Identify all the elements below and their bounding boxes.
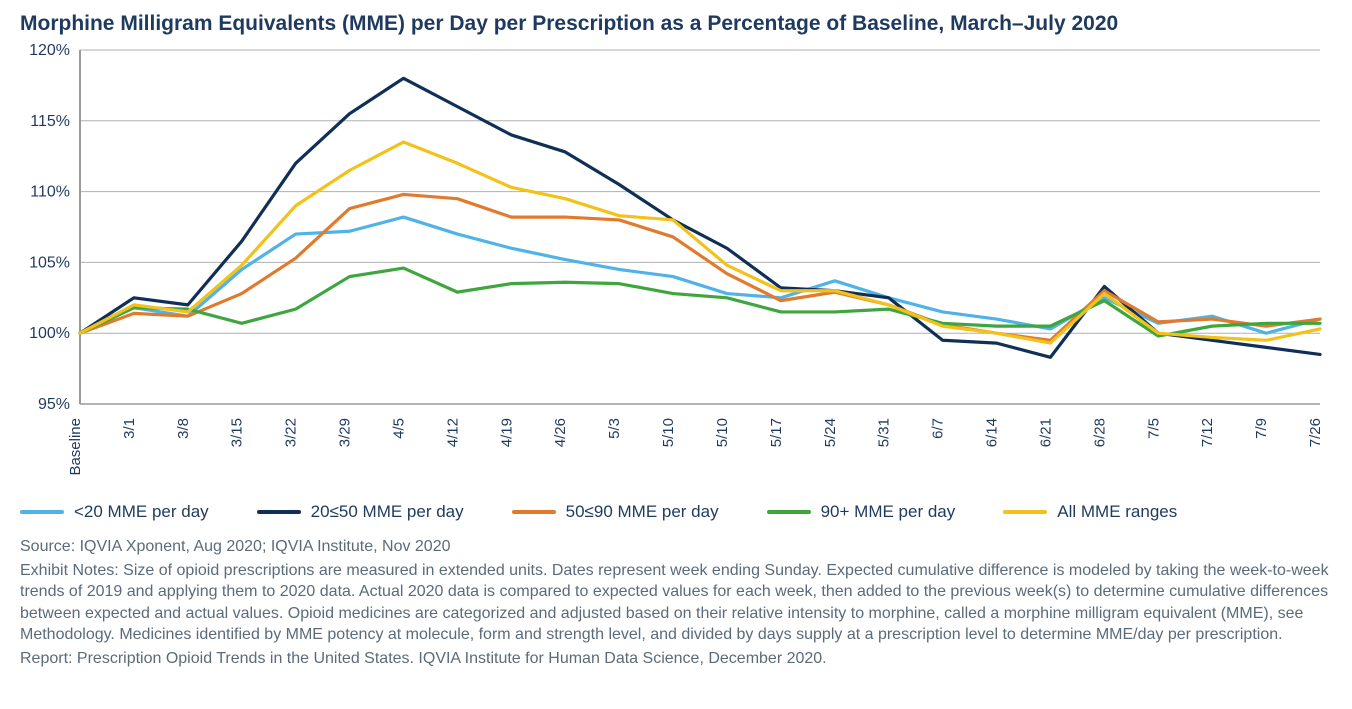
x-axis-tick: 5/3 bbox=[606, 418, 623, 439]
x-axis-tick: 6/28 bbox=[1091, 418, 1108, 447]
legend-item: 50≤90 MME per day bbox=[512, 502, 719, 522]
legend-swatch bbox=[1003, 510, 1047, 514]
source-text: Source: IQVIA Xponent, Aug 2020; IQVIA I… bbox=[20, 536, 1332, 558]
x-axis-tick: 4/5 bbox=[390, 418, 407, 439]
legend-item: All MME ranges bbox=[1003, 502, 1177, 522]
x-axis-tick: 4/19 bbox=[498, 418, 515, 447]
x-axis-tick: 5/17 bbox=[768, 418, 785, 447]
x-axis-tick: Baseline bbox=[67, 418, 84, 476]
x-axis-tick: 5/31 bbox=[876, 418, 893, 447]
legend-swatch bbox=[767, 510, 811, 514]
line-chart: 95% 100% 105% 110% 115% 120% Baseline 3/1 3/8 3/1… bbox=[20, 42, 1332, 482]
legend-item: <20 MME per day bbox=[20, 502, 209, 522]
x-axis-tick: 7/5 bbox=[1145, 418, 1162, 439]
x-axis-tick: 4/26 bbox=[552, 418, 569, 447]
legend-label: 90+ MME per day bbox=[821, 502, 956, 522]
chart-notes: Source: IQVIA Xponent, Aug 2020; IQVIA I… bbox=[20, 536, 1332, 670]
x-axis-tick: 3/29 bbox=[337, 418, 354, 447]
legend-label: 20≤50 MME per day bbox=[311, 502, 464, 522]
x-axis-tick: 3/22 bbox=[283, 418, 300, 447]
x-axis-tick: 6/21 bbox=[1037, 418, 1054, 447]
x-axis-tick: 4/12 bbox=[444, 418, 461, 447]
legend-swatch bbox=[257, 510, 301, 514]
x-axis-tick: 6/7 bbox=[930, 418, 947, 439]
y-axis-tick: 95% bbox=[38, 396, 70, 413]
legend-label: <20 MME per day bbox=[74, 502, 209, 522]
x-axis-tick: 7/26 bbox=[1307, 418, 1324, 447]
legend-item: 90+ MME per day bbox=[767, 502, 956, 522]
report-text: Report: Prescription Opioid Trends in th… bbox=[20, 648, 1332, 670]
legend-swatch bbox=[20, 510, 64, 514]
y-axis-tick: 105% bbox=[29, 254, 70, 271]
x-axis-tick: 5/24 bbox=[822, 418, 839, 447]
x-axis-tick: 5/10 bbox=[660, 418, 677, 447]
y-axis-tick: 110% bbox=[30, 184, 70, 201]
x-axis-tick: 7/12 bbox=[1199, 418, 1216, 447]
y-axis-tick: 100% bbox=[29, 325, 70, 342]
legend-label: All MME ranges bbox=[1057, 502, 1177, 522]
y-axis-tick: 120% bbox=[29, 42, 70, 59]
exhibit-notes-text: Exhibit Notes: Size of opioid prescripti… bbox=[20, 560, 1332, 646]
chart-title: Morphine Milligram Equivalents (MME) per… bbox=[20, 12, 1332, 36]
x-axis-tick: 3/8 bbox=[175, 418, 192, 439]
legend-label: 50≤90 MME per day bbox=[566, 502, 719, 522]
legend-item: 20≤50 MME per day bbox=[257, 502, 464, 522]
x-axis-tick: 3/15 bbox=[229, 418, 246, 447]
x-axis-tick: 6/14 bbox=[984, 418, 1001, 447]
x-axis-tick: 7/9 bbox=[1253, 418, 1270, 439]
y-axis-tick: 115% bbox=[30, 113, 70, 130]
x-axis-tick: 3/1 bbox=[121, 418, 138, 439]
legend: <20 MME per day 20≤50 MME per day 50≤90 MM… bbox=[20, 502, 1332, 522]
x-axis-tick: 5/10 bbox=[714, 418, 731, 447]
legend-swatch bbox=[512, 510, 556, 514]
